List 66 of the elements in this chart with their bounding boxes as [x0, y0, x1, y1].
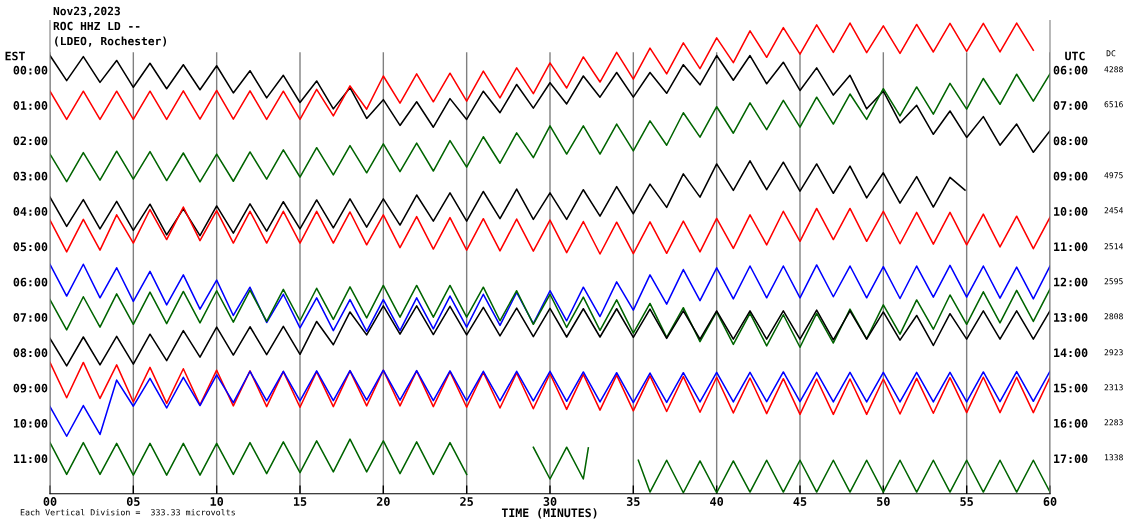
y-tick-label: 00:00	[13, 65, 48, 75]
y2-axis-title: UTC	[1065, 51, 1085, 61]
y2-tick-label: 11:00	[1054, 242, 1088, 252]
text: 2595	[1104, 278, 1123, 285]
line-series	[50, 263, 1050, 333]
x-tick-label: 40	[710, 497, 724, 506]
y2-tick-label: 08:00	[1053, 136, 1088, 146]
text: 2514	[1104, 243, 1124, 250]
y-tick-label: 07:00	[13, 313, 48, 322]
y2-tick-label: 10:00	[1054, 207, 1088, 216]
text: DC	[1106, 50, 1116, 57]
x-tick-label: 55	[960, 497, 973, 506]
text: 2923	[1104, 349, 1123, 356]
text: 6516	[1104, 101, 1123, 108]
x-axis-title: TIME (MINUTES)	[501, 508, 597, 519]
text: 2283	[1104, 419, 1123, 426]
line-series	[50, 361, 1050, 416]
y2-tick-label: 16:00	[1054, 418, 1088, 428]
text: 1338	[1104, 454, 1123, 461]
x-tick-label: 35	[626, 497, 640, 506]
text: Each Vertical Division = 333.33 microvolts	[20, 508, 235, 516]
chart-subtitle: ROC HHZ LD --	[53, 21, 140, 31]
text: 2313	[1104, 384, 1123, 391]
line-series	[50, 284, 1050, 349]
x-tick-label: 60	[1043, 497, 1057, 506]
text: 4975	[1104, 172, 1123, 179]
x-tick-label: 15	[293, 497, 307, 506]
x-tick-label: 25	[460, 497, 473, 506]
line-series	[50, 73, 1050, 183]
line-series	[50, 369, 1050, 438]
y-tick-label: 10:00	[13, 418, 48, 428]
text: 4288	[1104, 66, 1123, 73]
x-tick-label: 30	[543, 497, 557, 506]
y-tick-label: 05:00	[13, 242, 48, 252]
text: 2454	[1104, 207, 1124, 214]
y2-tick-label: 14:00	[1054, 348, 1088, 358]
y2-tick-label: 09:00	[1053, 171, 1088, 181]
line-series	[50, 206, 1050, 255]
y2-tick-label: 15:00	[1054, 383, 1088, 393]
y2-tick-label: 12:00	[1054, 277, 1088, 287]
chart-title: Nov23,2023	[53, 6, 120, 17]
y-tick-label: 11:00	[13, 454, 48, 464]
x-tick-label: 50	[877, 497, 890, 506]
y2-tick-label: 07:00	[1053, 101, 1088, 110]
line-series	[50, 305, 1050, 367]
line-series	[50, 54, 1050, 154]
y2-tick-label: 17:00	[1054, 454, 1088, 464]
y-tick-label: 09:00	[13, 383, 48, 393]
y2-tick-label: 13:00	[1054, 313, 1088, 322]
x-tick-label: 10	[210, 497, 224, 506]
y-tick-label: 03:00	[13, 171, 48, 181]
y-tick-label: 06:00	[13, 277, 48, 287]
y2-tick-label: 06:00	[1053, 65, 1088, 75]
line-series	[50, 160, 966, 237]
annotation: (LDEO, Rochester)	[55, 36, 167, 47]
x-tick-label: 20	[376, 497, 390, 506]
y-tick-label: 02:00	[13, 136, 48, 146]
line-series	[50, 22, 1035, 121]
x-tick-label: 45	[793, 497, 807, 506]
x-tick-label: 05	[126, 497, 140, 506]
y-axis-title: EST	[5, 51, 25, 61]
text: 2808	[1104, 313, 1123, 320]
y-tick-label: 08:00	[13, 348, 48, 358]
x-tick-label: 00	[43, 497, 57, 506]
y-tick-label: 04:00	[13, 207, 48, 216]
y-tick-label: 01:00	[13, 101, 48, 110]
